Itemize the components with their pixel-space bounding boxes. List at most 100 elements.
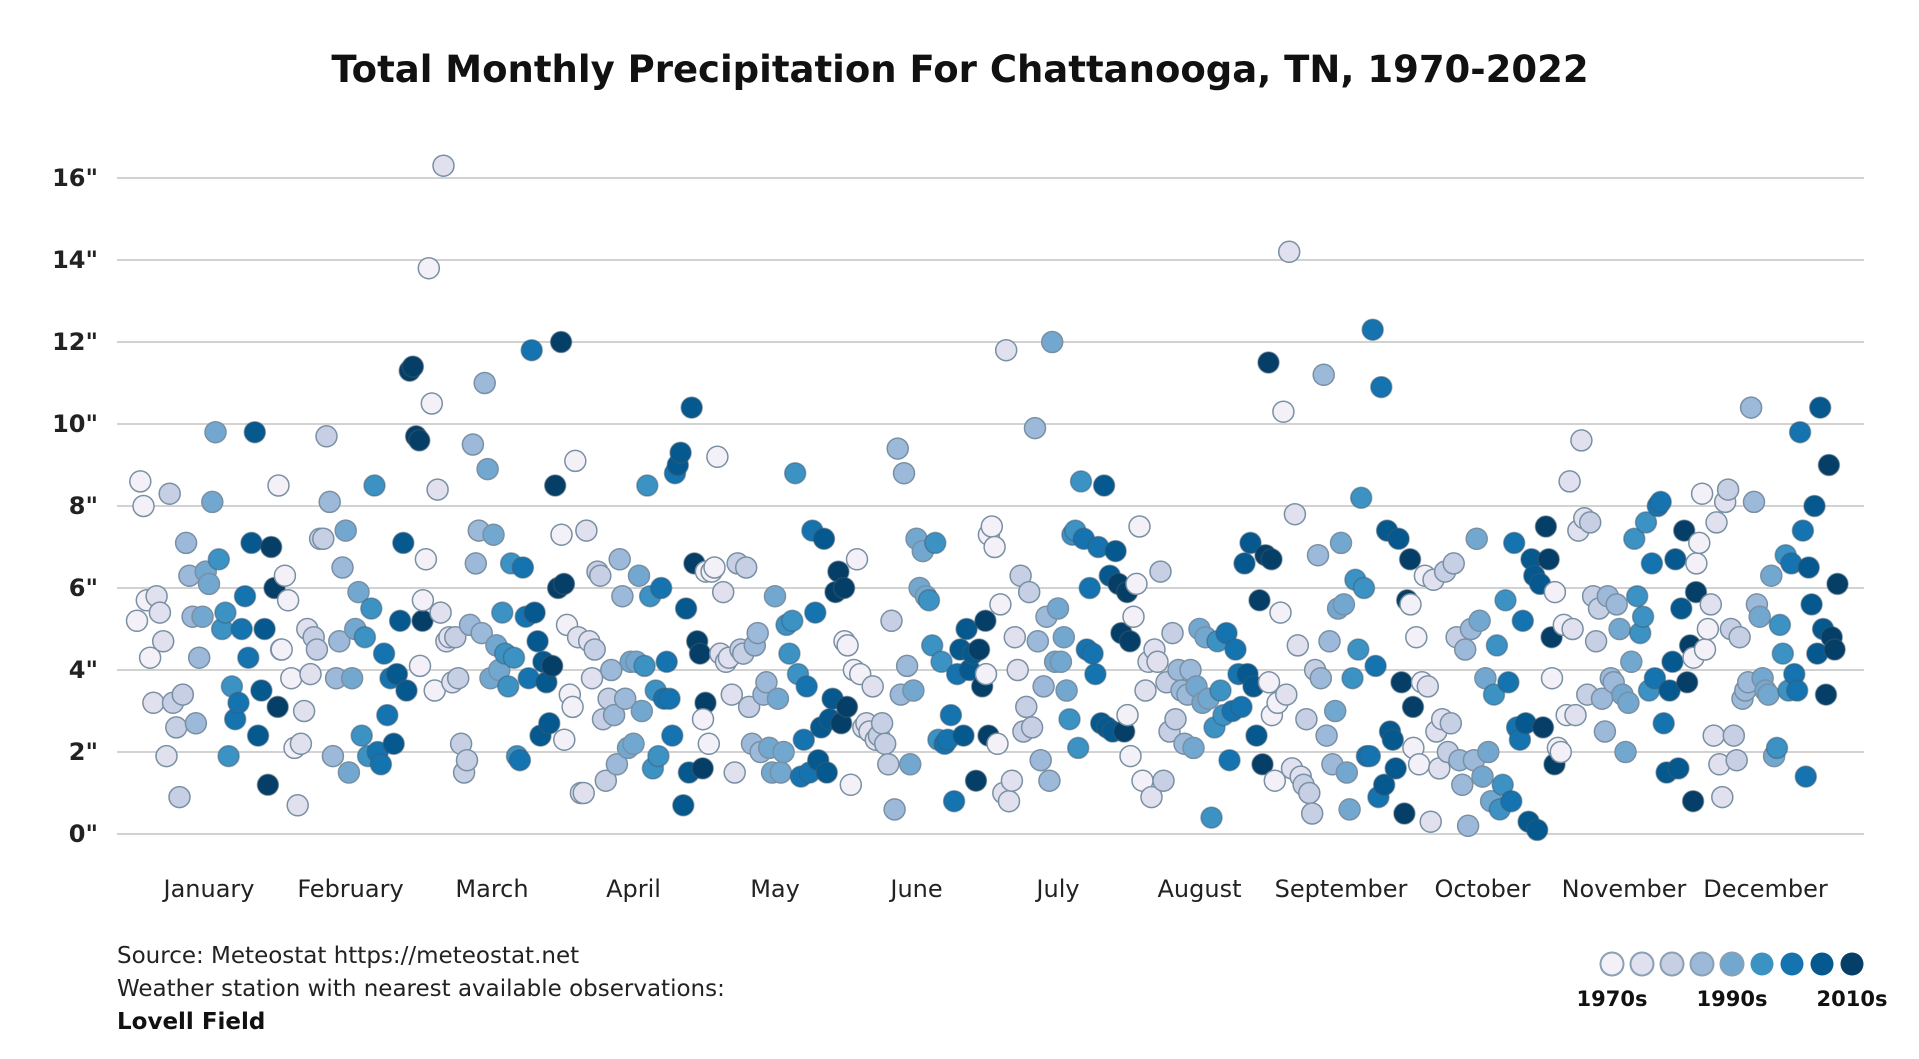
data-point xyxy=(1003,625,1027,649)
data-point xyxy=(1631,605,1655,628)
data-point xyxy=(347,580,370,604)
data-point xyxy=(1040,330,1064,354)
data-point xyxy=(1058,707,1081,731)
data-point xyxy=(1605,593,1628,616)
data-point xyxy=(550,523,573,546)
data-point xyxy=(201,490,224,514)
data-point xyxy=(720,683,744,706)
data-point xyxy=(1702,724,1725,747)
data-point xyxy=(299,662,322,686)
data-point xyxy=(1318,630,1341,653)
month-label: October xyxy=(1434,875,1530,903)
data-point xyxy=(233,584,257,608)
data-point xyxy=(1634,511,1658,534)
data-point xyxy=(328,630,351,653)
data-point xyxy=(1794,765,1818,788)
data-point xyxy=(1329,531,1353,555)
data-point xyxy=(1015,695,1038,719)
data-points xyxy=(125,154,1849,842)
data-point xyxy=(1564,703,1587,727)
data-point xyxy=(1358,744,1382,768)
data-point xyxy=(491,601,514,624)
data-point xyxy=(691,707,715,731)
data-point xyxy=(543,474,567,497)
data-point xyxy=(382,732,405,756)
data-point xyxy=(594,769,618,792)
data-point xyxy=(1771,642,1795,665)
data-point xyxy=(561,695,584,719)
data-point xyxy=(902,679,925,702)
data-point xyxy=(197,572,221,596)
data-point xyxy=(388,609,412,633)
data-point xyxy=(1092,474,1116,497)
data-point xyxy=(1675,671,1699,694)
data-point xyxy=(1029,748,1052,772)
data-point xyxy=(691,757,714,780)
data-point xyxy=(1146,650,1169,674)
data-point xyxy=(1468,609,1491,633)
legend-label: 2010s xyxy=(1817,987,1888,1011)
data-point xyxy=(942,789,966,813)
data-point xyxy=(994,338,1018,362)
data-point xyxy=(572,781,595,805)
data-point xyxy=(1260,548,1283,571)
x-axis: January February March April May June July Augu… xyxy=(162,875,1828,903)
source-text: Source: Meteostat https://meteostat.net xyxy=(117,943,579,969)
data-point xyxy=(674,597,698,620)
data-point xyxy=(1640,552,1664,575)
data-point xyxy=(1152,769,1175,792)
data-point xyxy=(1049,650,1073,674)
data-point xyxy=(237,646,260,669)
y-tick-label: 0" xyxy=(69,820,98,848)
data-point xyxy=(1118,630,1142,653)
data-point xyxy=(1300,802,1324,825)
data-point xyxy=(1209,679,1232,702)
data-point xyxy=(1038,769,1061,792)
data-point xyxy=(1416,675,1440,698)
data-point xyxy=(1370,375,1393,399)
data-point xyxy=(1164,707,1187,731)
data-point xyxy=(997,789,1021,813)
data-point xyxy=(986,732,1009,756)
data-point xyxy=(917,589,941,612)
data-point xyxy=(611,584,634,608)
data-point xyxy=(980,515,1004,538)
data-point xyxy=(737,695,761,719)
data-point xyxy=(1652,712,1675,735)
data-point xyxy=(1125,572,1148,596)
data-point xyxy=(1722,724,1746,747)
data-point xyxy=(372,642,396,665)
data-point xyxy=(540,654,564,678)
data-point xyxy=(549,330,573,354)
data-point xyxy=(1335,761,1359,784)
data-point xyxy=(1540,666,1564,690)
data-point xyxy=(395,679,418,702)
data-point xyxy=(763,584,787,608)
legend-swatch xyxy=(1750,952,1774,976)
data-point xyxy=(266,695,289,719)
data-point xyxy=(661,724,684,747)
data-point xyxy=(385,662,409,686)
data-point xyxy=(1224,638,1247,661)
data-point xyxy=(1052,625,1076,649)
data-point xyxy=(526,630,549,653)
data-point xyxy=(1251,753,1274,776)
data-point xyxy=(331,556,354,579)
data-point xyxy=(1672,519,1696,542)
month-label: December xyxy=(1703,875,1828,903)
data-point xyxy=(778,642,801,665)
data-point xyxy=(703,556,726,579)
data-point xyxy=(1453,638,1477,661)
data-point xyxy=(883,798,906,821)
data-point xyxy=(267,474,290,497)
data-point xyxy=(1477,740,1500,764)
data-point xyxy=(138,646,162,669)
station-name: Lovell Field xyxy=(117,1009,265,1035)
data-point xyxy=(1116,703,1139,727)
data-point xyxy=(1760,564,1783,587)
legend-swatch xyxy=(1810,952,1834,976)
data-point xyxy=(158,482,181,505)
month-label: February xyxy=(297,875,403,903)
data-point xyxy=(523,601,546,624)
y-axis: 0" 2" 4" 6" 8" 10" 12" 14" 16" xyxy=(52,164,98,848)
